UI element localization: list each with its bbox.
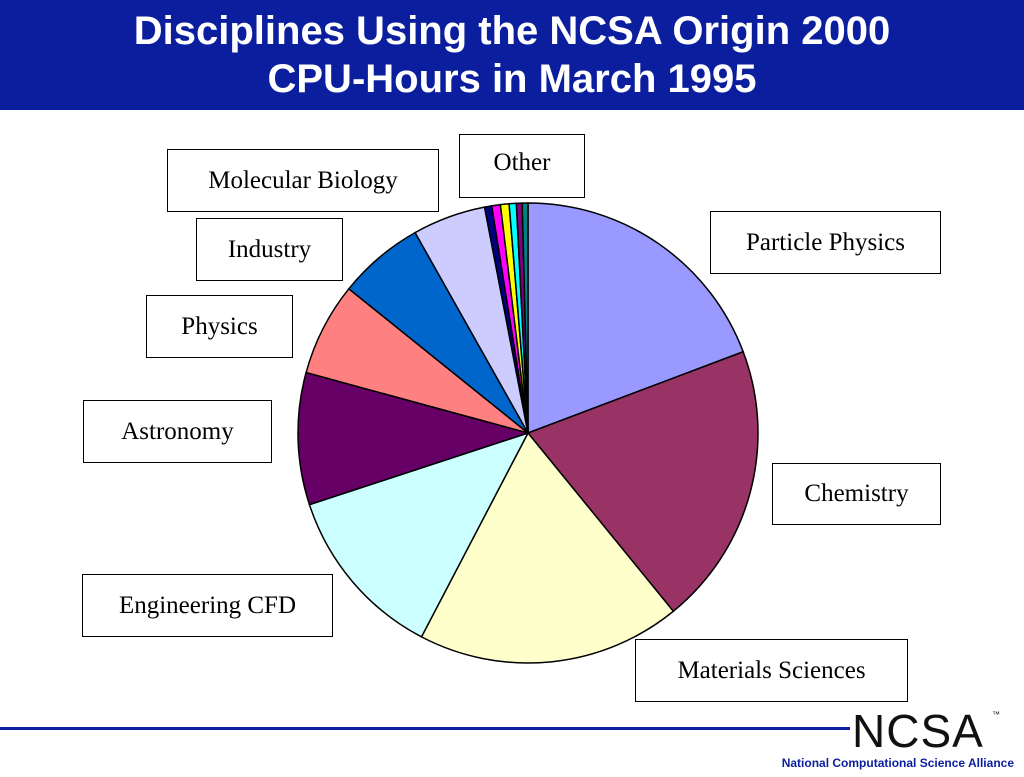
pie-slice-materials-sciences (420, 431, 675, 664)
label-other: Other (459, 134, 585, 198)
label-engineering-cfd: Engineering CFD (82, 574, 333, 637)
ncsa-logo: NCSA ™ (852, 704, 1012, 757)
pie-slice-particle-physics (527, 202, 745, 435)
label-molecular-biology: Molecular Biology (167, 149, 439, 212)
pie-slice-chemistry (526, 350, 759, 613)
label-materials-sciences: Materials Sciences (635, 639, 908, 702)
title-line-2: CPU-Hours in March 1995 (267, 57, 757, 101)
label-industry: Industry (196, 218, 343, 281)
label-physics: Physics (146, 295, 293, 358)
label-particle-physics: Particle Physics (710, 211, 941, 274)
footer-rule (0, 727, 850, 730)
trademark-mark: ™ (992, 710, 1000, 719)
label-chemistry: Chemistry (772, 463, 941, 525)
pie-slice-other-13 (521, 202, 529, 434)
logo-text: NCSA (852, 705, 984, 757)
pie-slice-engineering-cfd (308, 431, 530, 638)
footer-alliance-text: National Computational Science Alliance (781, 756, 1014, 770)
pie-slice-astronomy (297, 371, 531, 506)
title-bar: Disciplines Using the NCSA Origin 2000 C… (0, 0, 1024, 110)
label-astronomy: Astronomy (83, 400, 272, 463)
title-line-1: Disciplines Using the NCSA Origin 2000 (133, 9, 891, 53)
